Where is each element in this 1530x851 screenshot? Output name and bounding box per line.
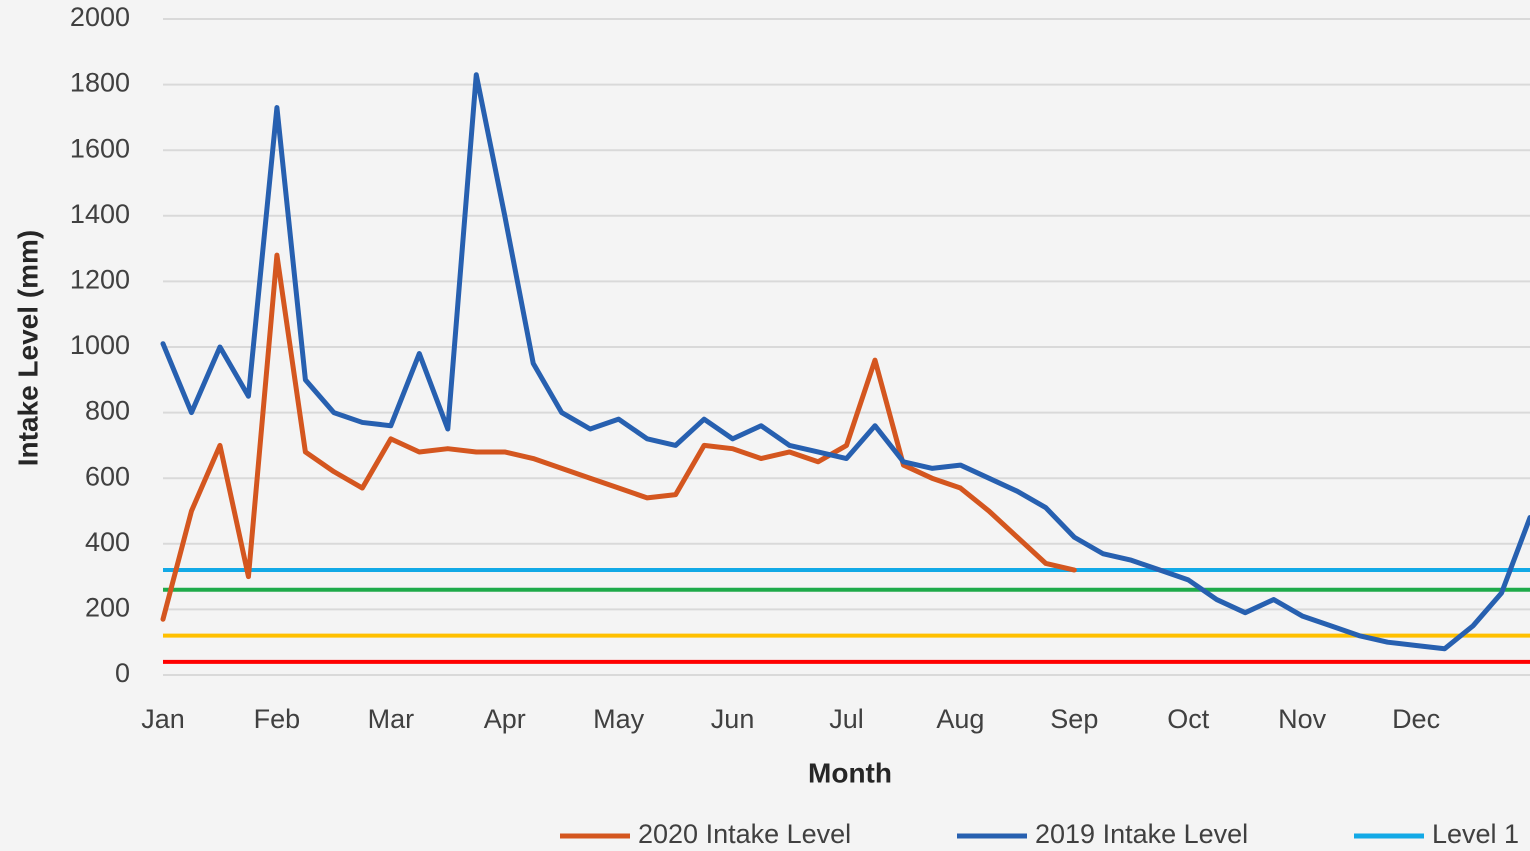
series-line: [160, 72, 1530, 652]
x-tick-label: Apr: [484, 704, 526, 734]
y-tick-label: 1600: [70, 133, 130, 163]
y-tick-label: 400: [85, 527, 130, 557]
series-line: [160, 252, 1077, 622]
x-tick-label: May: [593, 704, 645, 734]
y-tick-label: 2000: [70, 2, 130, 32]
y-tick-label: 200: [85, 593, 130, 623]
x-tick-label: Jul: [829, 704, 864, 734]
y-tick-label: 1800: [70, 68, 130, 98]
x-tick-label: Mar: [368, 704, 415, 734]
y-axis-title: Intake Level (mm): [12, 230, 43, 467]
legend-label: Level 1: [1432, 819, 1519, 849]
x-tick-label: Jan: [141, 704, 185, 734]
y-tick-label: 1400: [70, 199, 130, 229]
legend-label: 2020 Intake Level: [638, 819, 851, 849]
x-tick-label: Aug: [936, 704, 984, 734]
x-tick-label: Sep: [1050, 704, 1098, 734]
y-tick-label: 800: [85, 396, 130, 426]
y-tick-label: 1000: [70, 330, 130, 360]
x-tick-label: Feb: [254, 704, 301, 734]
legend-label: 2019 Intake Level: [1035, 819, 1248, 849]
x-axis-title: Month: [808, 757, 892, 788]
y-tick-label: 0: [115, 658, 130, 688]
x-tick-label: Nov: [1278, 704, 1327, 734]
x-tick-label: Oct: [1167, 704, 1210, 734]
y-tick-label: 1200: [70, 265, 130, 295]
x-tick-label: Dec: [1392, 704, 1440, 734]
x-tick-label: Jun: [711, 704, 755, 734]
y-tick-label: 600: [85, 461, 130, 491]
